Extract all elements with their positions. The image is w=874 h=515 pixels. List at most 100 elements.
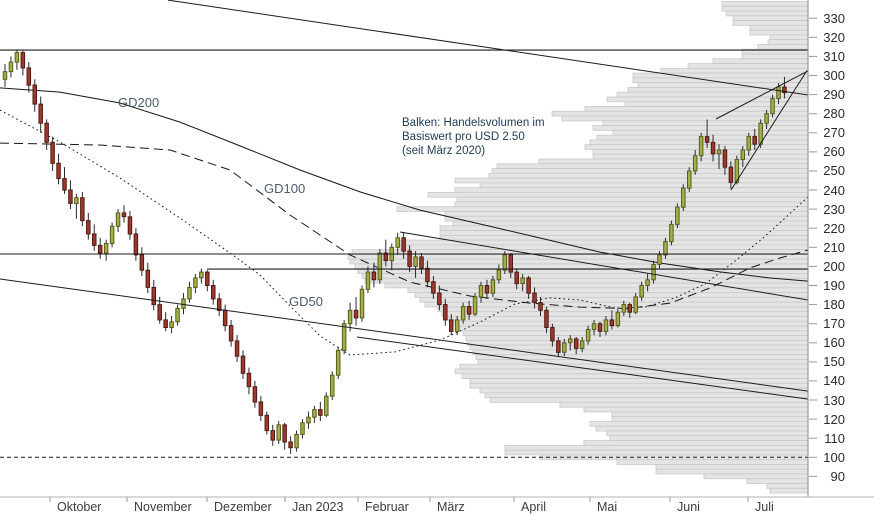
candle-down <box>205 271 210 287</box>
candle-down <box>710 141 716 155</box>
volume-bar <box>624 101 809 107</box>
candle-up <box>175 307 180 323</box>
candle-down <box>466 306 472 315</box>
annotation-line-2: Basiswert pro USD 2.50 <box>402 131 525 143</box>
volume-bar <box>466 339 809 346</box>
candle-down <box>50 141 55 164</box>
volume-bar <box>472 349 809 356</box>
candle-up <box>740 149 746 160</box>
candle-up <box>294 433 299 449</box>
candle-down <box>419 256 424 269</box>
x-axis-label-jan-2023: Jan 2023 <box>292 500 344 514</box>
volume-bar <box>444 215 809 222</box>
volume-bar <box>767 39 809 45</box>
candle-down <box>133 233 139 256</box>
volume-bar <box>612 129 809 136</box>
y-axis-label: 330 <box>823 11 845 26</box>
candle-up <box>633 296 638 313</box>
volume-bar <box>496 163 809 169</box>
candle-down <box>86 220 91 235</box>
candle-down <box>318 409 323 416</box>
candle-up <box>496 269 502 281</box>
volume-bar <box>454 320 809 327</box>
volume-bar <box>721 1 809 7</box>
candle-up <box>591 323 597 330</box>
volume-bar <box>454 201 809 208</box>
y-axis-label: 180 <box>823 297 845 312</box>
wedge-lower-line <box>730 70 808 191</box>
candle-down <box>222 309 228 327</box>
annotation-line-3: (seit März 2020) <box>402 145 486 157</box>
candle-down <box>240 355 246 374</box>
candle-up <box>585 328 591 342</box>
candle-up <box>103 243 109 254</box>
y-axis-label: 120 <box>823 412 845 427</box>
candle-up <box>663 241 668 256</box>
candle-up <box>199 271 204 279</box>
candle-up <box>621 304 627 313</box>
candle-down <box>145 269 151 288</box>
x-axis-label-dezember: Dezember <box>214 500 272 514</box>
candle-down <box>425 267 430 283</box>
candle-up <box>675 206 680 225</box>
candle-down <box>383 252 389 262</box>
volume-bar <box>504 444 809 451</box>
volume-bar <box>491 168 809 174</box>
y-axis-label: 90 <box>830 469 845 484</box>
x-axis-label-juli: Juli <box>755 500 774 514</box>
y-axis-label: 260 <box>823 144 845 159</box>
volume-bar <box>583 406 809 413</box>
volume-bar <box>469 344 809 351</box>
volume-bar <box>595 425 809 432</box>
volume-bar <box>439 230 809 236</box>
y-axis-label: 100 <box>823 450 845 465</box>
volume-bar <box>439 234 809 241</box>
y-axis-label: 240 <box>823 183 845 198</box>
candle-down <box>597 323 603 332</box>
y-axis-label: 290 <box>823 87 845 102</box>
candle-down <box>371 271 377 281</box>
annotation-line-1: Balken: Handelsvolumen im <box>402 117 545 129</box>
candle-up <box>347 309 353 325</box>
volume-bar <box>419 296 809 303</box>
volume-bar <box>611 411 809 418</box>
volume-bar <box>632 72 809 79</box>
downtrend-major-line <box>167 0 809 96</box>
volume-bar <box>769 487 809 494</box>
candle-down <box>431 281 436 294</box>
candle-up <box>645 279 650 286</box>
candle-down <box>163 319 168 328</box>
y-axis-label: 200 <box>823 259 845 274</box>
y-axis-label: 140 <box>823 373 845 388</box>
candle-up <box>603 319 609 332</box>
candle-up <box>770 97 775 115</box>
volume-bar <box>479 182 809 189</box>
axes-layer <box>0 0 874 502</box>
volume-bar <box>396 206 809 212</box>
wedge-upper-line <box>715 70 809 120</box>
candle-down <box>62 178 67 191</box>
volume-bar <box>609 435 809 441</box>
candle-down <box>353 309 359 319</box>
candle-up <box>490 279 496 294</box>
volume-bar <box>655 464 809 470</box>
candle-up <box>2 71 8 80</box>
candle-up <box>568 338 573 344</box>
candle-up <box>454 319 460 332</box>
candle-down <box>32 84 37 105</box>
volume-bar <box>475 354 809 360</box>
candle-down <box>782 86 787 94</box>
channel-lower-b-line <box>356 336 809 400</box>
volume-bar <box>616 459 809 465</box>
candle-up <box>395 237 400 248</box>
volume-bar <box>592 125 809 131</box>
candle-down <box>92 233 97 246</box>
candle-down <box>538 302 543 311</box>
downtrend-feb-high-line <box>399 231 809 301</box>
candle-up <box>335 349 341 376</box>
channel-lower-a-line <box>0 278 809 392</box>
volume-bar <box>606 430 809 437</box>
x-axis-label-mai: Mai <box>597 500 618 514</box>
gd100-line <box>0 142 809 310</box>
